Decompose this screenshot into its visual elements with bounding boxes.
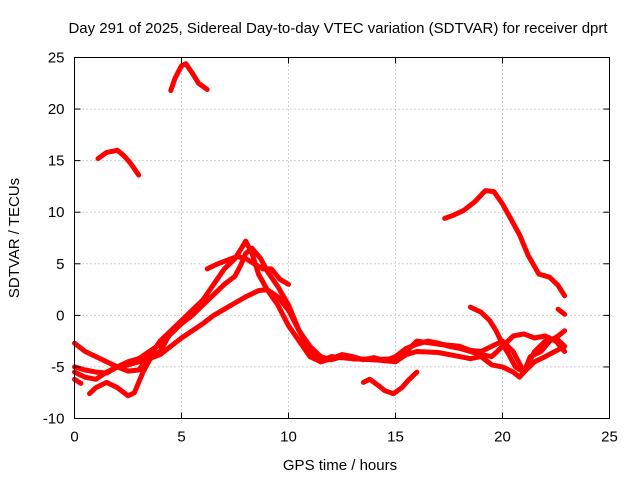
x-tick-label: 0 <box>70 429 78 446</box>
x-tick-label: 20 <box>494 429 511 446</box>
series-track-3 <box>442 188 568 299</box>
y-tick-label: 0 <box>56 307 64 324</box>
series-track-1 <box>95 147 142 178</box>
x-axis-label: GPS time / hours <box>283 457 397 474</box>
series-track-8 <box>204 254 291 287</box>
x-tick-label: 10 <box>280 429 297 446</box>
y-axis: -10 -5 0 5 10 15 20 25 <box>43 50 610 428</box>
x-tick-label: 25 <box>601 429 618 446</box>
series-track-11 <box>360 369 420 397</box>
y-tick-label: -10 <box>43 411 65 428</box>
y-tick-label: 20 <box>48 101 65 118</box>
grid-lines <box>74 57 610 419</box>
plot-frame <box>74 57 610 419</box>
x-tick-label: 15 <box>387 429 404 446</box>
data-layer <box>72 61 568 399</box>
series-track-4 <box>555 306 568 317</box>
x-axis: 0 5 10 15 20 25 <box>70 57 618 446</box>
series-track-10 <box>72 376 84 386</box>
series-track-9 <box>87 333 172 399</box>
x-tick-label: 5 <box>177 429 185 446</box>
y-axis-label: SDTVAR / TECUs <box>6 178 23 298</box>
y-tick-label: 5 <box>56 256 64 273</box>
y-tick-label: 25 <box>48 50 65 67</box>
y-tick-label: 15 <box>48 153 65 170</box>
y-tick-label: -5 <box>51 359 64 376</box>
series-track-12 <box>467 304 568 375</box>
series-track-2 <box>168 61 210 93</box>
chart-title: Day 291 of 2025, Sidereal Day-to-day VTE… <box>68 20 608 37</box>
series-track-6 <box>72 245 568 376</box>
y-tick-label: 10 <box>48 204 65 221</box>
